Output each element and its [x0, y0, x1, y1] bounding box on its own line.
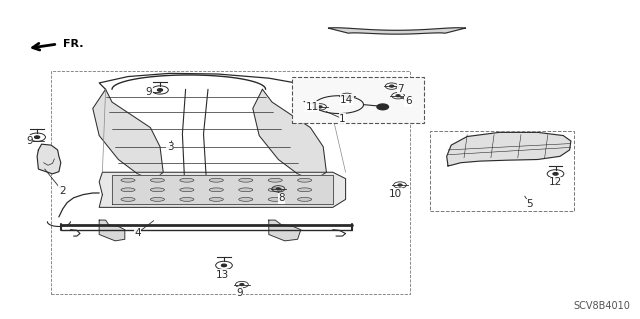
Polygon shape	[447, 132, 571, 166]
Text: 12: 12	[549, 177, 562, 188]
Polygon shape	[37, 144, 61, 174]
Circle shape	[240, 284, 244, 286]
Ellipse shape	[268, 197, 282, 201]
Ellipse shape	[150, 178, 164, 182]
Ellipse shape	[180, 178, 194, 182]
Polygon shape	[112, 175, 333, 204]
Text: 9: 9	[146, 87, 152, 97]
Text: SCV8B4010: SCV8B4010	[573, 301, 630, 311]
Text: 10: 10	[389, 189, 402, 199]
Ellipse shape	[121, 178, 135, 182]
Polygon shape	[253, 89, 326, 180]
Text: 3: 3	[167, 142, 173, 152]
Circle shape	[396, 95, 400, 97]
Text: FR.: FR.	[63, 39, 83, 49]
Circle shape	[377, 104, 388, 110]
Ellipse shape	[209, 188, 223, 192]
Text: 13: 13	[216, 270, 229, 280]
Ellipse shape	[180, 188, 194, 192]
Circle shape	[398, 184, 402, 186]
Ellipse shape	[180, 197, 194, 201]
Ellipse shape	[121, 188, 135, 192]
Polygon shape	[93, 89, 163, 180]
Text: 14: 14	[340, 94, 353, 105]
Circle shape	[276, 188, 280, 190]
Circle shape	[390, 85, 394, 87]
Ellipse shape	[239, 188, 253, 192]
Circle shape	[318, 106, 322, 108]
Text: 9: 9	[26, 136, 33, 146]
Ellipse shape	[298, 188, 312, 192]
Ellipse shape	[121, 197, 135, 201]
Circle shape	[157, 89, 163, 91]
Text: 5: 5	[527, 199, 533, 209]
Bar	[430, 131, 574, 211]
Bar	[292, 77, 424, 123]
Circle shape	[553, 173, 558, 175]
Ellipse shape	[298, 178, 312, 182]
Polygon shape	[99, 220, 125, 241]
Ellipse shape	[268, 188, 282, 192]
Ellipse shape	[298, 197, 312, 201]
Ellipse shape	[150, 197, 164, 201]
Text: 7: 7	[397, 84, 404, 94]
Ellipse shape	[268, 178, 282, 182]
Ellipse shape	[239, 178, 253, 182]
Text: 9: 9	[236, 288, 243, 298]
Polygon shape	[328, 28, 465, 34]
Text: 2: 2	[59, 186, 65, 196]
Text: 1: 1	[339, 114, 346, 124]
Text: 8: 8	[278, 193, 285, 204]
Text: 4: 4	[134, 228, 141, 238]
Polygon shape	[269, 220, 301, 241]
Circle shape	[345, 95, 349, 97]
Circle shape	[35, 136, 40, 138]
Ellipse shape	[209, 197, 223, 201]
Ellipse shape	[150, 188, 164, 192]
Ellipse shape	[209, 178, 223, 182]
Text: 11: 11	[306, 102, 319, 112]
Text: 6: 6	[405, 96, 412, 107]
Circle shape	[221, 264, 227, 267]
Ellipse shape	[239, 197, 253, 201]
Polygon shape	[99, 172, 346, 207]
